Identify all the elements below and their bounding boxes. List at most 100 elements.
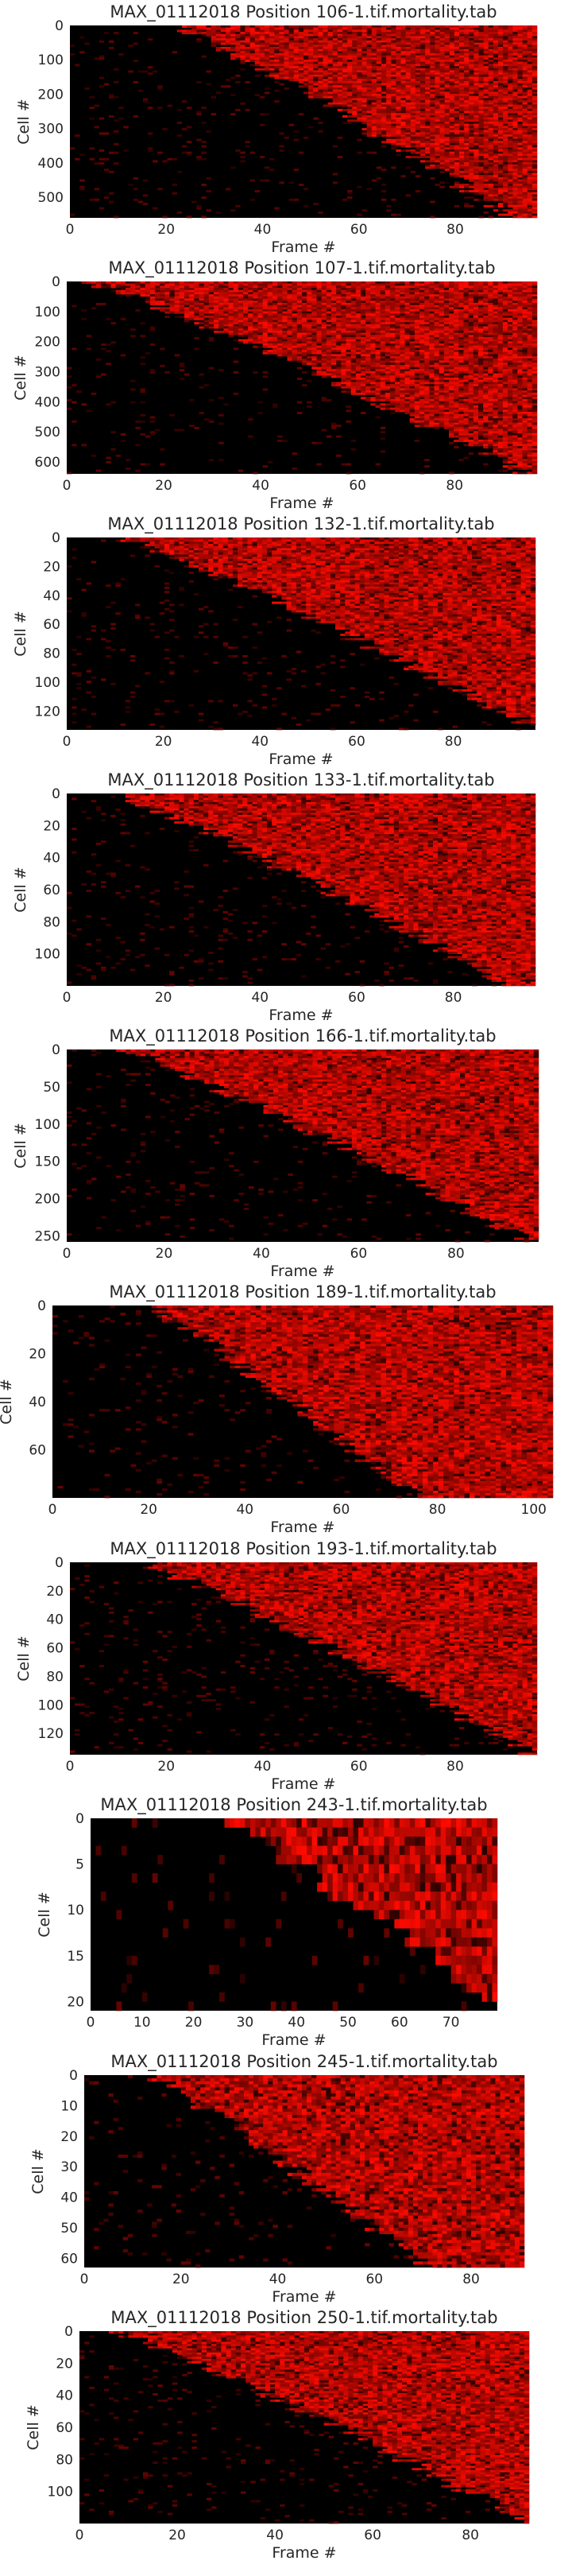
heatmap-cell bbox=[503, 55, 508, 58]
heatmap-cell bbox=[473, 27, 479, 30]
heatmap-cell bbox=[357, 185, 362, 188]
heatmap-cell bbox=[405, 128, 412, 131]
heatmap-cell bbox=[430, 108, 435, 111]
heatmap-cell bbox=[371, 108, 377, 111]
heatmap-cell bbox=[153, 160, 158, 163]
heatmap-cell bbox=[439, 134, 445, 138]
heatmap-cell bbox=[419, 294, 425, 297]
heatmap-cell bbox=[211, 36, 217, 39]
heatmap-cell bbox=[473, 308, 479, 312]
heatmap-cell bbox=[160, 307, 165, 310]
heatmap-cell bbox=[483, 281, 489, 284]
heatmap-cell bbox=[245, 38, 250, 41]
heatmap-cell bbox=[293, 40, 300, 43]
heatmap-cell bbox=[176, 122, 183, 124]
heatmap-cell bbox=[326, 289, 332, 293]
heatmap-cell bbox=[381, 36, 387, 39]
heatmap-cell bbox=[189, 289, 195, 293]
heatmap-cell bbox=[396, 119, 401, 122]
heatmap-cell bbox=[478, 147, 484, 150]
heatmap-cell bbox=[405, 60, 412, 63]
heatmap-cell bbox=[498, 72, 504, 76]
heatmap-cell bbox=[265, 113, 270, 116]
heatmap-cell bbox=[282, 281, 288, 284]
heatmap-cell bbox=[248, 311, 253, 314]
heatmap-cell bbox=[220, 25, 226, 28]
heatmap-cell bbox=[439, 138, 445, 142]
heatmap-cell bbox=[483, 80, 489, 83]
heatmap-cell bbox=[357, 80, 362, 83]
heatmap-cell bbox=[454, 66, 460, 69]
heatmap-cell bbox=[459, 170, 465, 173]
heatmap-cell bbox=[498, 194, 504, 197]
heatmap-cell bbox=[439, 132, 445, 135]
heatmap-cell bbox=[243, 308, 249, 312]
heatmap-cell bbox=[424, 313, 430, 316]
heatmap-cell bbox=[435, 102, 440, 105]
heatmap-cell bbox=[226, 33, 231, 37]
heatmap-cell bbox=[512, 307, 518, 310]
heatmap-cell bbox=[527, 70, 533, 73]
heatmap-cell bbox=[444, 89, 450, 92]
heatmap-cell bbox=[531, 107, 538, 110]
heatmap-cell bbox=[478, 33, 484, 37]
heatmap-cell bbox=[371, 111, 377, 114]
heatmap-cell bbox=[435, 89, 440, 92]
heatmap-cell bbox=[503, 145, 508, 148]
heatmap-cell bbox=[473, 311, 479, 314]
heatmap-cell bbox=[307, 308, 312, 312]
heatmap-cell bbox=[308, 46, 314, 49]
heatmap-cell bbox=[371, 27, 377, 30]
heatmap-cell bbox=[464, 25, 470, 28]
heatmap-cell bbox=[238, 305, 244, 308]
heatmap-cell bbox=[415, 122, 421, 124]
heatmap-cell bbox=[235, 42, 241, 45]
heatmap-cell bbox=[488, 288, 493, 291]
heatmap-cell bbox=[347, 190, 353, 193]
heatmap-cell bbox=[396, 60, 401, 63]
heatmap-cell bbox=[531, 68, 538, 71]
heatmap-cell bbox=[189, 292, 195, 295]
heatmap-cell bbox=[464, 79, 470, 82]
heatmap-cell bbox=[483, 29, 489, 33]
heatmap-cell bbox=[508, 164, 513, 167]
heatmap-cell bbox=[522, 175, 528, 178]
heatmap-cell bbox=[454, 46, 460, 49]
heatmap-cell bbox=[201, 215, 207, 219]
heatmap-cell bbox=[223, 301, 229, 304]
heatmap-cell bbox=[439, 307, 445, 310]
heatmap-cell bbox=[444, 147, 450, 150]
heatmap-cell bbox=[269, 64, 275, 67]
heatmap-cell bbox=[245, 33, 250, 37]
heatmap-cell bbox=[249, 51, 256, 54]
heatmap-cell bbox=[391, 25, 396, 28]
heatmap-cell bbox=[203, 311, 210, 314]
heatmap-cell bbox=[391, 98, 396, 101]
heatmap-cell bbox=[375, 296, 381, 299]
heatmap-cell bbox=[454, 126, 460, 129]
heatmap-cell bbox=[155, 302, 160, 305]
heatmap-cell bbox=[240, 45, 245, 48]
heatmap-cell bbox=[341, 302, 346, 305]
heatmap-cell bbox=[342, 108, 348, 111]
heatmap-cell bbox=[531, 211, 538, 214]
heatmap-cell bbox=[527, 200, 533, 204]
heatmap-cell bbox=[444, 80, 450, 83]
heatmap-cell bbox=[503, 177, 508, 180]
heatmap-cell bbox=[405, 108, 412, 111]
heatmap-cell bbox=[391, 70, 396, 73]
heatmap-cell bbox=[371, 64, 377, 67]
heatmap-cell bbox=[527, 27, 533, 30]
heatmap-cell bbox=[249, 60, 256, 63]
heatmap-cell bbox=[517, 100, 523, 103]
heatmap-cell bbox=[257, 283, 263, 286]
heatmap-cell bbox=[371, 114, 377, 118]
heatmap-cell bbox=[341, 288, 346, 291]
heatmap-cell bbox=[376, 33, 382, 37]
heatmap-cell bbox=[391, 122, 396, 124]
heatmap-cell bbox=[400, 313, 405, 316]
heatmap-cell bbox=[503, 114, 508, 118]
heatmap-cell bbox=[380, 292, 386, 295]
heatmap-cell bbox=[114, 215, 119, 219]
heatmap-cell bbox=[318, 79, 323, 82]
